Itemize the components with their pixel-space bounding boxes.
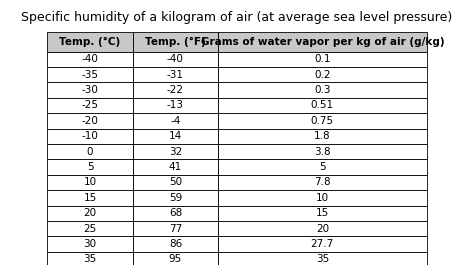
Bar <box>218 221 427 236</box>
Text: Specific humidity of a kilogram of air (at average sea level pressure): Specific humidity of a kilogram of air (… <box>21 11 453 24</box>
Text: -30: -30 <box>82 85 99 95</box>
Bar <box>133 32 218 52</box>
Bar <box>47 129 133 144</box>
Bar <box>47 98 133 113</box>
Bar <box>133 82 218 98</box>
Text: 35: 35 <box>316 254 329 264</box>
Text: 5: 5 <box>87 162 93 172</box>
Text: -25: -25 <box>82 100 99 111</box>
Text: Temp. (°C): Temp. (°C) <box>59 37 121 47</box>
Bar <box>218 175 427 190</box>
Text: 32: 32 <box>169 147 182 157</box>
Bar <box>218 98 427 113</box>
Text: 7.8: 7.8 <box>314 178 331 187</box>
Bar <box>133 129 218 144</box>
Text: 59: 59 <box>169 193 182 203</box>
Bar <box>133 221 218 236</box>
Text: 10: 10 <box>83 178 97 187</box>
Bar <box>47 159 133 175</box>
Text: 86: 86 <box>169 239 182 249</box>
Text: Grams of water vapor per kg of air (g/kg): Grams of water vapor per kg of air (g/kg… <box>201 37 444 47</box>
Bar <box>218 82 427 98</box>
Bar <box>133 236 218 252</box>
Bar <box>218 129 427 144</box>
Bar <box>47 113 133 129</box>
Text: -13: -13 <box>167 100 184 111</box>
Text: 95: 95 <box>169 254 182 264</box>
Bar <box>47 190 133 206</box>
Bar <box>133 113 218 129</box>
Bar <box>218 67 427 82</box>
Bar <box>47 221 133 236</box>
Text: 0.3: 0.3 <box>314 85 330 95</box>
Bar <box>133 98 218 113</box>
Text: 20: 20 <box>83 208 97 218</box>
Text: 41: 41 <box>169 162 182 172</box>
Bar <box>218 236 427 252</box>
Text: 0.51: 0.51 <box>311 100 334 111</box>
Bar <box>47 32 133 52</box>
Text: 30: 30 <box>83 239 97 249</box>
Text: 20: 20 <box>316 224 329 234</box>
Text: -40: -40 <box>167 54 184 64</box>
Text: 15: 15 <box>316 208 329 218</box>
Text: -40: -40 <box>82 54 99 64</box>
Bar <box>133 144 218 159</box>
Bar <box>133 52 218 67</box>
Bar <box>218 206 427 221</box>
Text: -20: -20 <box>82 116 99 126</box>
Bar <box>47 206 133 221</box>
Text: 1.8: 1.8 <box>314 131 331 141</box>
Bar <box>218 159 427 175</box>
Text: 0.1: 0.1 <box>314 54 330 64</box>
Bar <box>218 190 427 206</box>
Bar <box>133 190 218 206</box>
Bar <box>218 144 427 159</box>
Bar <box>218 52 427 67</box>
Text: 50: 50 <box>169 178 182 187</box>
Bar <box>133 252 218 265</box>
Text: 14: 14 <box>169 131 182 141</box>
Text: -4: -4 <box>170 116 181 126</box>
Text: 3.8: 3.8 <box>314 147 331 157</box>
Text: 15: 15 <box>83 193 97 203</box>
Bar <box>133 206 218 221</box>
Bar <box>218 32 427 52</box>
Bar <box>47 252 133 265</box>
Text: -35: -35 <box>82 70 99 80</box>
Text: 5: 5 <box>319 162 326 172</box>
Bar <box>133 175 218 190</box>
Bar <box>133 67 218 82</box>
Text: 35: 35 <box>83 254 97 264</box>
Bar <box>218 252 427 265</box>
Bar <box>133 159 218 175</box>
Bar <box>47 236 133 252</box>
Text: 10: 10 <box>316 193 329 203</box>
Bar <box>47 82 133 98</box>
Text: 68: 68 <box>169 208 182 218</box>
Bar <box>47 144 133 159</box>
Text: -10: -10 <box>82 131 99 141</box>
Bar <box>47 175 133 190</box>
Text: Temp. (°F): Temp. (°F) <box>145 37 206 47</box>
Text: -31: -31 <box>167 70 184 80</box>
Text: 27.7: 27.7 <box>310 239 334 249</box>
Bar <box>218 113 427 129</box>
Bar <box>47 67 133 82</box>
Text: 0.2: 0.2 <box>314 70 330 80</box>
Text: 25: 25 <box>83 224 97 234</box>
Text: -22: -22 <box>167 85 184 95</box>
Text: 0: 0 <box>87 147 93 157</box>
Text: 0.75: 0.75 <box>311 116 334 126</box>
Text: 77: 77 <box>169 224 182 234</box>
Bar <box>47 52 133 67</box>
